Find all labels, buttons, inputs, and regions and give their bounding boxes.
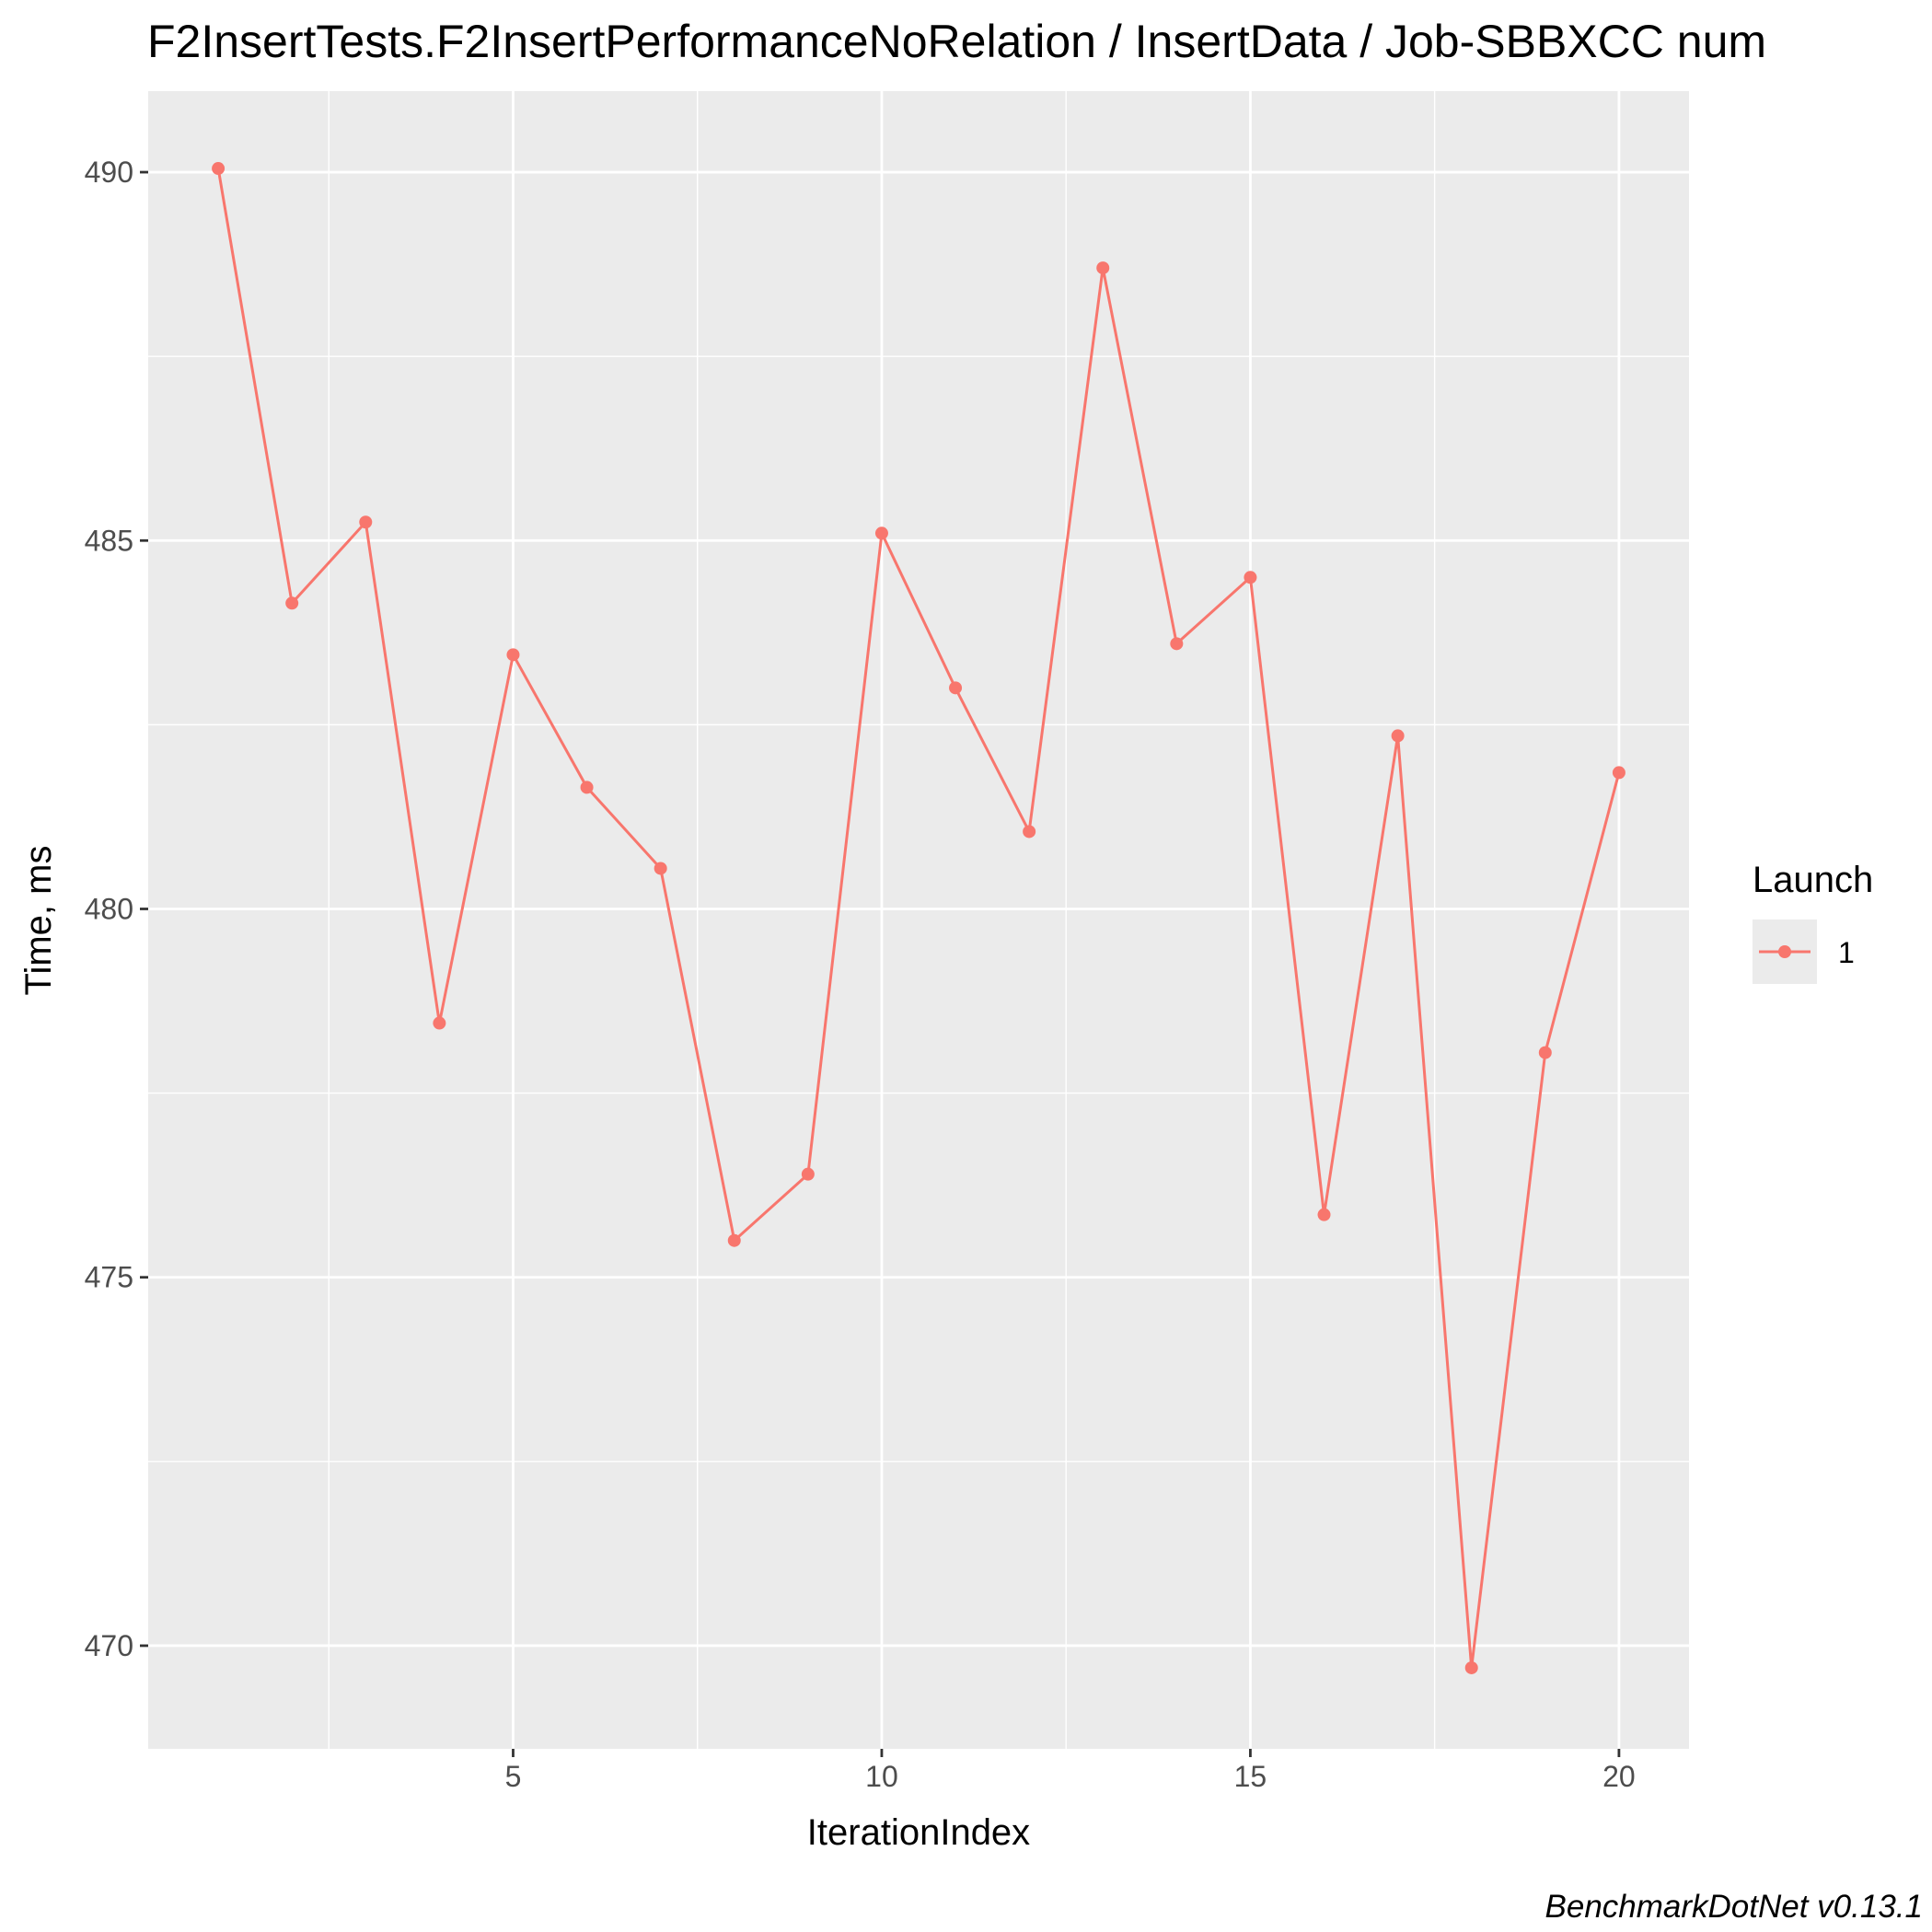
x-tick-label: 20 [1602, 1760, 1636, 1793]
legend: Launch 1 [1753, 860, 1873, 984]
data-point [1096, 261, 1110, 275]
data-point [1464, 1660, 1478, 1674]
data-point [727, 1233, 741, 1247]
legend-label: 1 [1838, 936, 1855, 969]
data-point [285, 596, 299, 610]
y-tick-label: 470 [85, 1629, 133, 1662]
data-point [1391, 729, 1405, 743]
series-layer [212, 162, 1625, 1674]
caption: BenchmarkDotNet v0.13.1 [1545, 1889, 1923, 1925]
data-point [1612, 766, 1625, 780]
chart-title: F2InsertTests.F2InsertPerformanceNoRelat… [147, 16, 1766, 67]
legend-title: Launch [1753, 860, 1873, 900]
data-point [1317, 1208, 1331, 1221]
grid-major [148, 91, 1689, 1749]
series-line [216, 168, 1621, 1670]
data-point [654, 862, 667, 875]
data-point [1170, 637, 1184, 651]
y-tick-label: 485 [85, 524, 133, 557]
y-tick-label: 475 [85, 1261, 133, 1294]
plot-panel [148, 91, 1689, 1749]
data-point [359, 515, 373, 529]
y-tick-label: 480 [85, 892, 133, 925]
x-tick-label: 5 [505, 1760, 522, 1793]
x-axis: 5 10 15 20 [505, 1749, 1636, 1793]
data-point [506, 648, 520, 662]
x-tick-label: 15 [1234, 1760, 1267, 1793]
data-point [1538, 1046, 1552, 1059]
legend-key-point [1778, 945, 1791, 958]
data-point [212, 162, 226, 176]
x-axis-title: IterationIndex [807, 1812, 1030, 1853]
data-point [801, 1167, 815, 1181]
grid-minor [148, 91, 1689, 1749]
data-point [949, 681, 963, 695]
data-point [433, 1016, 446, 1030]
data-point [1244, 571, 1257, 584]
y-axis: 470 475 480 485 490 [85, 156, 148, 1662]
y-tick-label: 490 [85, 156, 133, 189]
x-tick-label: 10 [865, 1760, 898, 1793]
data-point [580, 781, 594, 794]
data-point [874, 526, 888, 540]
y-axis-title: Time, ms [18, 846, 59, 996]
data-point [1023, 825, 1036, 839]
